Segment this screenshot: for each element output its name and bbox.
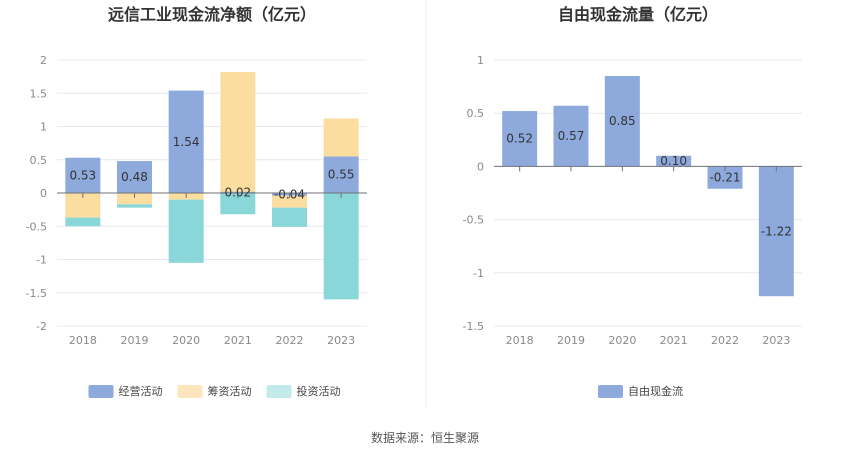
bar-投资活动-2021 <box>220 193 256 215</box>
data-label: 0.02 <box>224 185 251 199</box>
y-tick-label: 0.5 <box>30 154 48 167</box>
data-label: 0.53 <box>69 168 96 182</box>
x-tick-label: 2018 <box>69 334 97 347</box>
legend-swatch <box>177 385 203 398</box>
y-tick-label: -0.5 <box>463 214 484 227</box>
data-label: 1.54 <box>173 135 200 149</box>
bar-自由现金流-2021 <box>656 155 692 167</box>
y-tick-label: 0.5 <box>467 107 485 120</box>
bar-投资活动-2023 <box>323 193 359 300</box>
x-tick-label: 2021 <box>224 334 252 347</box>
bar-筹资活动-2023 <box>323 118 359 157</box>
y-tick-label: 2 <box>40 54 47 67</box>
y-tick-label: 1 <box>477 54 484 67</box>
y-tick-label: -1 <box>473 267 484 280</box>
bar-经营活动-2019 <box>117 161 152 193</box>
legend-swatch <box>88 385 114 398</box>
legend-swatch <box>598 385 623 398</box>
bar-经营活动-2018 <box>65 157 101 193</box>
y-tick-label: -0.5 <box>26 220 47 233</box>
x-tick-label: 2018 <box>506 334 534 347</box>
y-tick-label: -1 <box>36 254 47 267</box>
bar-经营活动-2021 <box>220 191 256 193</box>
y-tick-label: -1.5 <box>26 287 47 300</box>
bar-经营活动-2020 <box>168 90 204 193</box>
bar-自由现金流-2020 <box>604 75 640 167</box>
y-tick-label: -2 <box>36 320 47 333</box>
data-label: 0.52 <box>506 132 533 146</box>
x-tick-label: 2020 <box>608 334 636 347</box>
bar-投资活动-2019 <box>117 204 152 208</box>
legend-label: 投资活动 <box>297 384 341 398</box>
y-tick-label: 1 <box>40 121 47 134</box>
bar-筹资活动-2022 <box>272 195 307 208</box>
x-tick-label: 2019 <box>121 334 149 347</box>
data-label: 0.10 <box>660 154 687 168</box>
legend-label: 筹资活动 <box>208 384 252 398</box>
chart-title: 自由现金流量（亿元） <box>558 5 718 24</box>
y-tick-label: 0 <box>477 160 484 173</box>
bar-自由现金流-2018 <box>502 111 538 167</box>
free-cash-flow-chart: 自由现金流量（亿元） 1 0.5 0 -0.5 -1 -1.5 2018 2019 2020 202… <box>463 5 802 398</box>
bar-投资活动-2022 <box>272 207 307 227</box>
x-tick-label: 2023 <box>327 334 355 347</box>
y-tick-label: 1.5 <box>30 87 48 100</box>
bar-自由现金流-2023 <box>758 166 794 297</box>
bar-投资活动-2020 <box>168 199 204 263</box>
x-tick-label: 2021 <box>660 334 688 347</box>
x-tick-label: 2022 <box>711 334 739 347</box>
bar-自由现金流-2019 <box>553 105 589 167</box>
x-tick-label: 2022 <box>276 334 304 347</box>
x-tick-label: 2020 <box>172 334 200 347</box>
data-label: 0.57 <box>558 129 585 143</box>
bar-筹资活动-2021 <box>220 71 256 192</box>
bar-自由现金流-2022 <box>707 166 743 189</box>
data-label: 0.85 <box>609 114 636 128</box>
chart-title: 远信工业现金流净额（亿元） <box>108 5 316 24</box>
legend-swatch <box>266 385 292 398</box>
data-label: -1.22 <box>761 224 792 238</box>
data-label: 0.55 <box>328 168 355 182</box>
source-note: 数据来源：恒生聚源 <box>371 430 479 445</box>
x-tick-label: 2023 <box>762 334 790 347</box>
data-label: 0.48 <box>121 170 148 184</box>
legend-label: 经营活动 <box>119 384 163 398</box>
bar-筹资活动-2019 <box>117 193 152 205</box>
bar-经营活动-2023 <box>323 156 359 193</box>
bar-投资活动-2018 <box>65 217 101 227</box>
legend-label: 自由现金流 <box>628 384 683 398</box>
y-tick-label: -1.5 <box>463 320 484 333</box>
data-label: -0.04 <box>274 187 305 201</box>
x-tick-label: 2019 <box>557 334 585 347</box>
net-cash-flow-chart: 远信工业现金流净额（亿元） 2 1.5 1 0.5 0 -0.5 -1 -1.5 -2 2018 20… <box>26 5 367 398</box>
y-tick-label: 0 <box>40 187 47 200</box>
data-label: -0.21 <box>709 171 740 185</box>
